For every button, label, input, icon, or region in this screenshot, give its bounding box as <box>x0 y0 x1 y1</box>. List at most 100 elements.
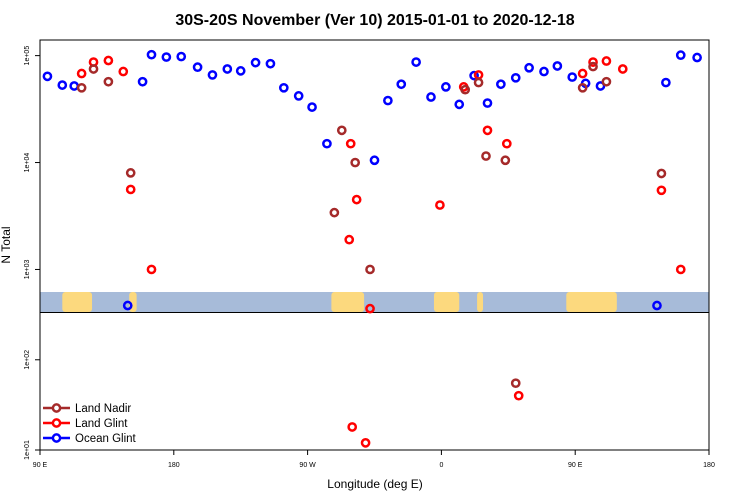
ocean-glint-point <box>383 95 393 106</box>
land-glint-point <box>118 66 129 77</box>
ocean-glint-point <box>539 66 549 77</box>
legend-marker-land-glint <box>51 418 62 428</box>
ocean-glint-point <box>441 82 451 92</box>
ocean-glint-point <box>278 82 289 93</box>
ocean-glint-point <box>307 102 317 112</box>
land-mass <box>62 292 93 312</box>
ocean-glint-point <box>250 57 261 68</box>
ocean-glint-point <box>235 66 246 76</box>
land-glint-point <box>360 438 371 448</box>
ocean-glint-point <box>265 58 276 69</box>
plot-frame <box>39 39 710 451</box>
ocean-glint-point <box>137 76 148 87</box>
land-nadir-point <box>103 76 114 87</box>
ocean-glint-point <box>42 71 53 82</box>
land-glint-point <box>501 138 512 149</box>
ocean-glint-point <box>411 57 421 67</box>
y-tick-label: 1e+01 <box>24 440 31 460</box>
ocean-glint-point <box>207 70 218 80</box>
map-land-masses <box>62 292 617 312</box>
y-tick-label: 1e+03 <box>24 260 31 280</box>
land-nadir-point <box>577 82 588 93</box>
ocean-glint-point <box>57 80 68 90</box>
land-nadir-point <box>125 168 136 178</box>
x-tick-label: 180 <box>168 462 180 469</box>
data-points <box>42 49 702 448</box>
land-mass <box>433 292 460 312</box>
land-nadir-point <box>656 168 667 179</box>
ocean-glint-point <box>426 92 436 102</box>
land-glint-point <box>344 234 355 245</box>
map-strip <box>40 292 709 312</box>
ocean-glint-point <box>675 50 686 61</box>
x-tick-label: 180 <box>703 462 715 469</box>
land-nadir-point <box>588 61 598 72</box>
land-glint-point <box>482 125 493 136</box>
land-nadir-point <box>460 84 471 95</box>
ocean-glint-point <box>567 72 578 82</box>
land-nadir-point <box>500 155 511 166</box>
land-glint-point <box>675 264 686 275</box>
legend-label-ocean-glint: Ocean Glint <box>75 433 137 445</box>
ocean-glint-point <box>146 49 157 60</box>
land-glint-point <box>435 200 445 210</box>
ocean-glint-point <box>469 70 479 81</box>
land-glint-point <box>656 185 667 196</box>
land-mass <box>477 292 484 312</box>
land-nadir-point <box>601 76 612 87</box>
ocean-glint-point <box>69 81 80 91</box>
land-glint-point <box>345 138 356 149</box>
x-tick-label: 90 E <box>33 462 48 469</box>
ocean-glint-point <box>652 300 662 311</box>
land-glint-point <box>617 64 628 74</box>
ocean-glint-point <box>454 99 465 110</box>
land-glint-point <box>347 422 358 432</box>
ocean-glint-point <box>482 98 493 108</box>
land-mass <box>566 292 617 312</box>
land-glint-point <box>103 55 114 66</box>
x-tick-label: 90 W <box>299 462 316 469</box>
land-nadir-point <box>473 77 484 88</box>
land-glint-point <box>146 264 157 275</box>
x-tick-label: 90 E <box>568 462 583 469</box>
ocean-glint-point <box>176 51 187 62</box>
y-tick-label: 1e+02 <box>24 350 31 370</box>
land-glint-point <box>601 56 612 66</box>
legend-label-land-nadir: Land Nadir <box>75 403 131 415</box>
map-ocean-band <box>40 292 709 312</box>
x-tick-label: 0 <box>439 462 443 469</box>
land-nadir-point <box>88 64 99 74</box>
land-nadir-point <box>350 157 361 168</box>
ocean-glint-point <box>595 81 606 91</box>
land-glint-point <box>76 68 87 79</box>
ocean-glint-point <box>161 52 172 62</box>
legend: Land Nadir Land Glint Ocean Glint <box>43 403 137 445</box>
land-glint-point <box>365 303 375 314</box>
y-tick-label: 1e+04 <box>24 153 31 173</box>
ocean-glint-point <box>496 79 506 90</box>
land-glint-point <box>577 68 588 79</box>
land-nadir-point <box>365 264 375 275</box>
land-glint-point <box>588 57 598 67</box>
ocean-glint-point <box>692 52 702 63</box>
legend-label-land-glint: Land Glint <box>75 418 128 430</box>
ocean-glint-point <box>552 61 563 71</box>
axis-ticks: 90 E 180 90 W 0 90 E 180 1e+03 1e+04 1e+05 1e+01 1… <box>24 46 715 469</box>
ocean-glint-point <box>222 64 233 74</box>
ocean-glint-point <box>396 79 407 90</box>
ocean-glint-point <box>369 155 380 166</box>
land-glint-point <box>513 390 524 401</box>
land-glint-point <box>125 184 136 195</box>
ocean-glint-point <box>661 77 671 88</box>
land-nadir-point <box>336 125 347 136</box>
land-nadir-point <box>481 151 491 161</box>
x-axis-title: Longitude (deg E) <box>327 477 422 491</box>
y-tick-label: 1e+05 <box>24 46 31 66</box>
ocean-glint-point <box>322 138 332 149</box>
land-glint-point <box>351 194 362 205</box>
ocean-glint-point <box>510 72 521 83</box>
ocean-glint-point <box>293 91 304 101</box>
ocean-glint-point <box>192 62 203 73</box>
legend-marker-ocean-glint <box>51 433 62 443</box>
